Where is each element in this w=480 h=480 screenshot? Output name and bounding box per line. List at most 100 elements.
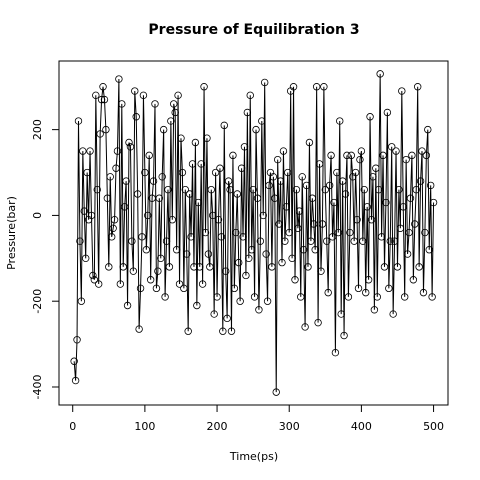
data-point (366, 113, 374, 121)
data-point (263, 297, 272, 305)
data-point (219, 327, 227, 335)
data-point (418, 147, 426, 155)
data-point (224, 177, 233, 185)
data-point (82, 254, 90, 263)
data-point (259, 211, 267, 220)
data-point (185, 190, 194, 198)
data-point (223, 314, 231, 323)
data-point (271, 194, 279, 202)
x-tick-label: 500 (423, 420, 444, 433)
data-point (260, 78, 269, 87)
data-point (145, 151, 153, 160)
data-point (302, 181, 311, 190)
data-point (135, 325, 143, 333)
data-point (375, 185, 383, 194)
data-point (203, 134, 211, 142)
data-point (343, 151, 351, 160)
y-tick-label: -400 (31, 375, 44, 400)
data-point (107, 233, 116, 241)
data-point (201, 228, 210, 237)
data-point (250, 293, 259, 301)
data-point (262, 250, 270, 258)
data-point (71, 376, 80, 385)
data-point (110, 216, 119, 224)
data-point (229, 151, 237, 160)
data-point (172, 246, 181, 254)
data-point (196, 263, 204, 271)
data-point (429, 198, 438, 207)
data-point (126, 143, 135, 151)
data-point (285, 228, 293, 237)
data-point (206, 263, 214, 271)
data-point (340, 331, 348, 340)
data-point (92, 91, 100, 100)
data-point (330, 198, 338, 207)
data-point (245, 254, 253, 263)
data-point (357, 147, 366, 155)
data-point (198, 280, 207, 288)
data-point (317, 267, 325, 275)
data-point (325, 181, 334, 190)
x-tick-label: 0 (69, 420, 76, 433)
data-point (389, 310, 397, 318)
data-point (400, 293, 409, 301)
chart-title: Pressure of Equilibration 3 (148, 22, 359, 38)
data-point (141, 168, 149, 177)
data-point (89, 271, 97, 280)
data-point (278, 258, 286, 267)
data-point (216, 164, 224, 172)
data-point (214, 216, 223, 224)
data-point (164, 185, 172, 194)
data-point (376, 70, 384, 78)
data-point (308, 194, 317, 202)
data-point (139, 91, 148, 100)
data-point (132, 113, 140, 121)
data-point (356, 155, 364, 164)
data-point (346, 228, 354, 237)
data-point (87, 211, 96, 220)
data-point (162, 237, 171, 245)
data-point (334, 228, 343, 237)
data-point (320, 83, 328, 91)
data-point (426, 181, 435, 190)
data-point (379, 151, 387, 160)
data-point (207, 185, 215, 194)
data-point (305, 138, 314, 147)
data-point (129, 267, 138, 275)
data-point (411, 220, 419, 228)
data-point (80, 207, 88, 215)
data-point (190, 263, 198, 271)
data-point (350, 237, 358, 245)
x-axis-label: Time(ps) (229, 450, 278, 463)
data-point (90, 276, 99, 284)
data-point (227, 327, 236, 335)
data-point (362, 288, 370, 297)
x-tick-label: 100 (134, 420, 155, 433)
data-point (112, 164, 120, 172)
data-point (242, 271, 250, 280)
data-point (99, 83, 107, 91)
y-tick-label: 200 (31, 119, 44, 140)
data-point (249, 185, 257, 194)
data-point (408, 151, 416, 160)
data-point (79, 147, 87, 155)
data-point (295, 207, 304, 215)
data-point (168, 216, 177, 224)
data-point (232, 228, 240, 237)
data-point (96, 130, 104, 138)
data-point (125, 138, 133, 147)
data-point (174, 91, 182, 100)
y-axis-label: Pressure(bar) (5, 196, 18, 270)
data-point (402, 155, 410, 164)
data-point (279, 147, 288, 155)
data-point (421, 228, 429, 237)
data-point (217, 233, 226, 241)
data-point (148, 194, 156, 202)
data-point (211, 168, 220, 177)
data-point (312, 83, 321, 91)
data-point (209, 211, 217, 220)
data-point (181, 185, 189, 194)
data-point (265, 181, 273, 190)
data-point (347, 151, 355, 160)
data-point (292, 185, 301, 194)
